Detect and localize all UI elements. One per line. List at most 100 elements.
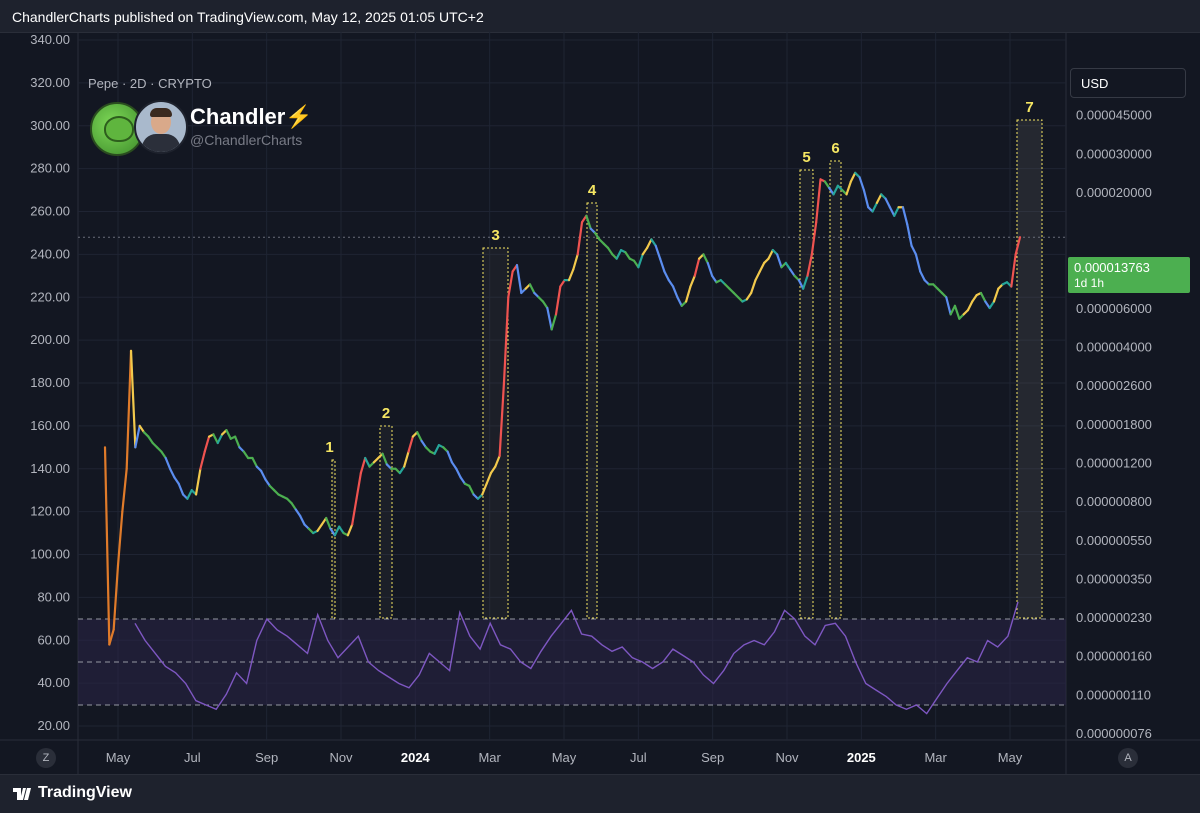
price-segment [203,435,211,453]
auto-scale-button[interactable]: A [1118,748,1138,768]
left-axis-tick-label: 100.00 [30,547,70,562]
price-segment [832,184,839,196]
price-segment [966,300,974,312]
price-segment [776,253,783,269]
price-segment [242,450,250,460]
left-axis-tick-label: 140.00 [30,461,70,476]
currency-selector[interactable]: USD [1070,68,1186,98]
price-segment [129,349,137,449]
price-segment [528,283,536,295]
x-axis-tick-label: Jul [630,750,647,765]
price-segment [845,180,852,196]
right-axis-tick-label: 0.000004000 [1076,340,1152,355]
price-segment [810,221,818,256]
chart-pane[interactable]: 340.00 320.00 300.00 280.00 260.00 240.00 220.… [0,32,1200,774]
price-segment [290,501,297,511]
price-segment [767,248,774,260]
right-axis-tick-label: 0.000000076 [1076,726,1152,741]
x-axis-tick-label: May [552,750,577,765]
left-axis-tick-label: 280.00 [30,161,70,176]
avatar-hair [150,108,172,117]
price-segment [615,248,623,260]
price-segment [984,300,991,310]
price-segment [450,461,458,470]
price-segment [988,300,996,310]
highlight-box-label: 4 [588,182,597,199]
right-axis-tick-label: 0.000000550 [1076,533,1152,548]
right-axis-tick-label: 0.000006000 [1076,301,1152,316]
price-segment [455,467,462,479]
author-name: Chandler⚡ [190,104,313,129]
right-axis-tick-label: 0.000000350 [1076,571,1152,586]
right-axis-tick-label: 0.000001200 [1076,455,1152,470]
price-segment [689,274,696,288]
price-segment [233,435,241,449]
highlight-box-label: 5 [802,149,810,166]
right-axis-tick-label: 0.000045000 [1076,108,1152,123]
x-axis-tick-label: Sep [255,750,278,765]
price-segment [828,186,835,196]
price-segment [403,450,410,468]
price-segment [485,471,493,485]
price-segment [645,238,653,250]
symbol-legend: Pepe · 2D · CRYPTO [88,76,212,91]
price-segment [945,296,952,316]
price-segment [671,285,679,299]
price-segment [953,304,961,320]
pepe-face-icon [104,116,134,142]
x-axis-tick-label: Mar [478,750,501,765]
price-segment [654,244,662,260]
chart-svg[interactable]: 340.00320.00300.00280.00260.00240.00220.… [0,32,1200,774]
price-segment [112,564,120,631]
header-bar: ChandlerCharts published on TradingView.… [0,0,1200,33]
price-segment [871,201,878,213]
price-segment [325,516,332,530]
price-segment [160,450,167,460]
highlight-box [829,160,842,619]
price-segment [884,197,892,209]
price-segment [702,253,709,265]
price-segment [806,253,813,277]
price-segment [489,465,497,475]
price-segment [862,188,870,209]
price-segment [134,424,141,449]
zoom-reset-button[interactable]: Z [36,748,56,768]
price-segment [641,246,649,256]
price-segment [359,456,367,475]
tradingview-logo-icon [13,788,31,800]
highlight-box-label: 2 [382,405,390,422]
price-segment [494,454,501,468]
highlight-box [799,169,814,619]
x-axis-tick-label: Nov [775,750,799,765]
price-segment [346,523,354,537]
price-segment [416,431,423,442]
right-axis-tick-label: 0.000000800 [1076,494,1152,509]
price-segment [108,628,115,646]
left-axis-tick-label: 300.00 [30,118,70,133]
price-segment [789,268,796,277]
price-segment [216,433,224,445]
price-segment [420,439,428,449]
price-segment [949,304,957,316]
left-axis-tick-label: 220.00 [30,289,70,304]
left-axis-tick-label: 160.00 [30,418,70,433]
price-segment [364,456,371,468]
price-segment [546,306,553,331]
price-segment [186,489,193,500]
price-segment [125,349,133,470]
right-axis-tick-label: 0.000001800 [1076,417,1152,432]
price-segment [468,484,475,496]
price-segment [264,478,271,487]
price-segment [658,257,666,273]
price-segment [260,469,267,481]
price-segment [754,270,761,282]
price-segment [815,178,822,224]
price-segment [351,497,358,526]
price-segment [225,429,232,440]
price-segment [147,435,154,445]
highlight-box [1016,119,1043,619]
price-segment [992,287,1000,303]
price-segment [576,221,584,256]
price-segment [498,381,506,457]
